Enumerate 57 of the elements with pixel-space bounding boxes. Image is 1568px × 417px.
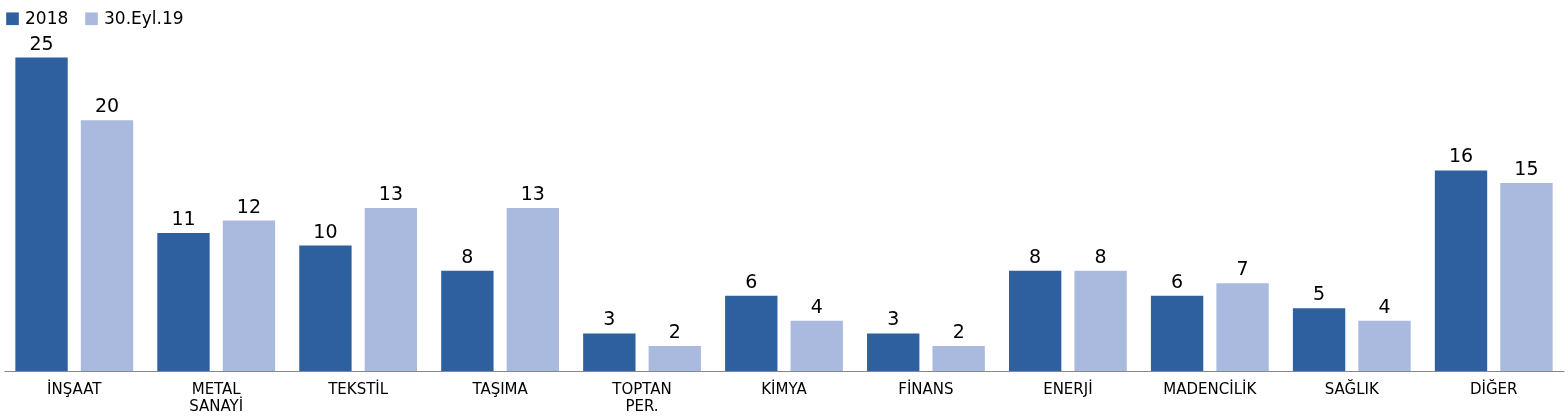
data-label: 20: [94, 94, 120, 117]
x-tick-label: DİĞER: [1469, 378, 1518, 398]
data-label: 8: [1094, 244, 1107, 267]
x-tick-label: METAL SANAYİ: [189, 379, 244, 415]
bar: [441, 270, 494, 371]
x-tick-label: İNŞAAT: [47, 378, 103, 398]
bar: [299, 245, 352, 371]
bar: [1008, 270, 1062, 371]
bar: [157, 233, 210, 371]
x-tick-label: TEKSTİL: [327, 378, 389, 398]
bar: [1216, 283, 1269, 371]
bar: [222, 220, 276, 371]
x-tick-label: TAŞIMA: [471, 379, 529, 398]
bar: [1434, 170, 1488, 371]
data-label: 25: [29, 31, 54, 54]
bar: [648, 345, 701, 371]
bar: [364, 208, 418, 371]
x-tick-label: FİNANS: [898, 378, 954, 398]
data-label: 2: [952, 319, 965, 342]
data-label: 6: [1171, 269, 1184, 292]
data-label: 3: [603, 307, 616, 330]
bar: [725, 295, 778, 371]
x-tick-label: MADENCİLİK: [1163, 378, 1258, 398]
bar: [1074, 270, 1127, 371]
data-label: 5: [1313, 282, 1326, 305]
bar: [1150, 295, 1204, 371]
x-tick-label: TOPTAN PER.: [611, 379, 672, 415]
bar: [1500, 182, 1553, 371]
bar: [15, 57, 68, 371]
x-tick-label: SAĞLIK: [1324, 378, 1380, 398]
bar: [506, 208, 560, 371]
bar: [790, 320, 843, 371]
x-tick-label: ENERJİ: [1043, 378, 1093, 398]
bar: [1292, 308, 1346, 371]
bar: [583, 333, 636, 371]
data-label: 3: [887, 307, 900, 330]
data-label: 8: [461, 244, 474, 267]
legend-label: 30.Eyl.19: [104, 7, 184, 28]
data-label: 16: [1448, 144, 1474, 167]
bar: [1358, 320, 1411, 371]
data-label: 4: [810, 294, 823, 317]
bar: [80, 120, 134, 371]
data-label: 7: [1236, 257, 1249, 280]
bar: [932, 345, 985, 371]
data-label: 8: [1029, 244, 1042, 267]
data-label: 10: [313, 219, 338, 242]
data-label: 15: [1514, 156, 1539, 179]
data-label: 2: [668, 319, 681, 342]
x-tick-label: KİMYA: [761, 378, 808, 398]
data-label: 4: [1378, 294, 1391, 317]
data-label: 13: [378, 182, 403, 204]
data-label: 13: [520, 182, 545, 204]
bar: [867, 333, 920, 371]
legend-label: 2018: [25, 7, 69, 28]
data-label: 12: [236, 194, 262, 217]
data-label: 11: [171, 207, 196, 230]
data-label: 6: [745, 269, 758, 292]
